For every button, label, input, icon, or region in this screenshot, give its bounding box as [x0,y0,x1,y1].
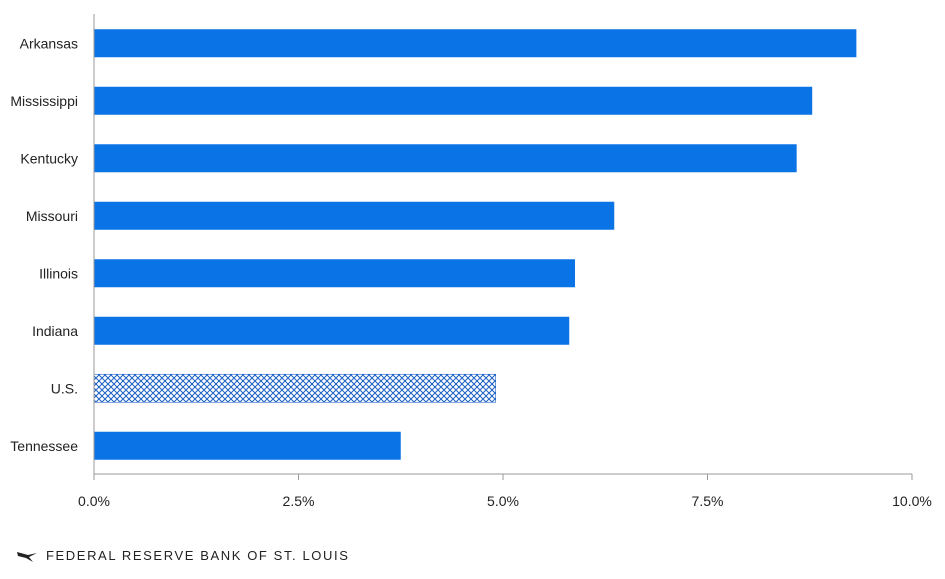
category-label-indiana: Indiana [32,323,78,339]
x-tick-label: 5.0% [487,493,519,509]
bar-kentucky [94,144,797,173]
bar-indiana [94,316,570,345]
footer: FEDERAL RESERVE BANK OF ST. LOUIS [16,548,349,563]
x-tick-label: 2.5% [283,493,315,509]
category-label-u-s: U.S. [51,380,78,396]
category-label-mississippi: Mississippi [10,93,78,109]
bar-u-s [93,373,496,403]
bar-chart: Arkansas Mississippi Kentucky Missouri Illin… [10,14,932,509]
x-tick-label: 10.0% [892,493,932,509]
bar-mississippi [94,86,813,115]
bar-arkansas [94,29,857,58]
eagle-logo-icon [17,551,37,562]
x-axis-ticks: 0.0% 2.5% 5.0% 7.5% 10.0% [78,474,932,509]
bar-missouri [94,201,615,230]
axes [93,14,912,475]
x-tick-label: 7.5% [692,493,724,509]
bar-illinois [94,259,575,288]
x-tick-label: 0.0% [78,493,110,509]
category-label-arkansas: Arkansas [20,35,78,51]
category-label-kentucky: Kentucky [20,150,78,166]
bar-tennessee [94,431,401,460]
bars-layer [93,29,857,460]
category-label-missouri: Missouri [26,208,78,224]
footer-text: FEDERAL RESERVE BANK OF ST. LOUIS [46,548,350,563]
category-labels: Arkansas Mississippi Kentucky Missouri Illin… [10,35,78,454]
category-label-illinois: Illinois [39,265,78,281]
category-label-tennessee: Tennessee [10,438,78,454]
